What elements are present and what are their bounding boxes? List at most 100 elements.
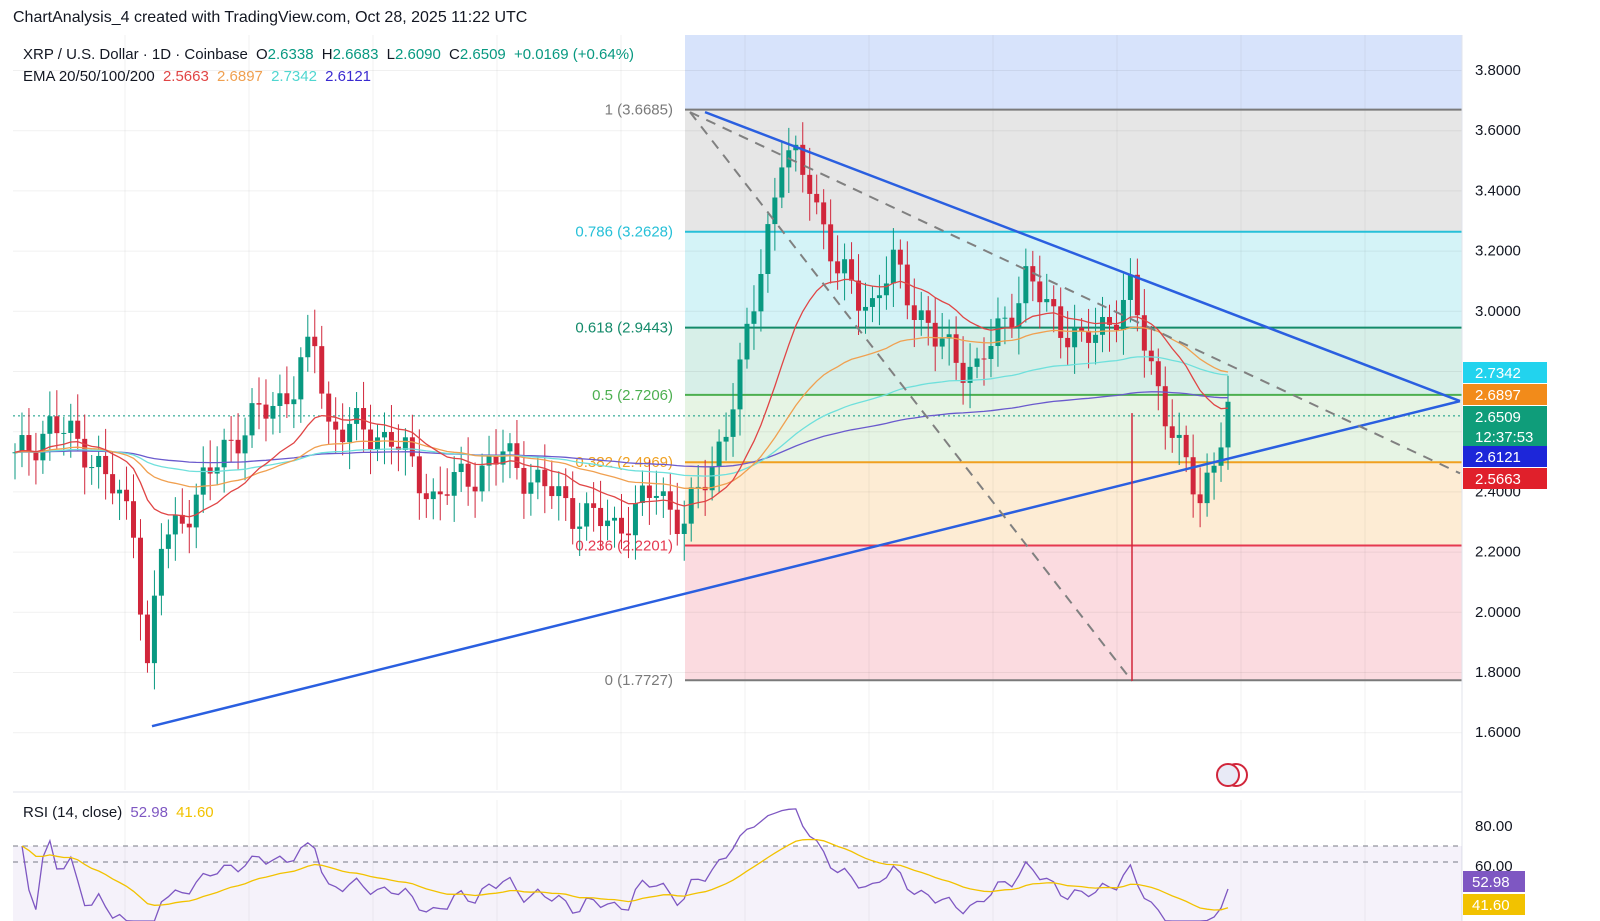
candle-body — [131, 501, 137, 538]
price-axis-tick: 2.0000 — [1475, 604, 1521, 621]
candle-body — [549, 486, 555, 497]
candle-body — [660, 491, 666, 496]
candle-body — [214, 467, 220, 474]
candle-body — [835, 261, 841, 274]
rsi-legend[interactable]: RSI (14, close) 52.98 41.60 — [23, 804, 218, 821]
candle-body — [744, 323, 750, 360]
candle-body — [521, 467, 527, 494]
price-tag-label: 2.5663 — [1475, 471, 1521, 488]
price-tag-box — [1463, 384, 1547, 405]
candle-body — [1016, 303, 1022, 329]
candle-body — [570, 498, 576, 529]
ema100-line — [14, 356, 1229, 477]
candle-body — [263, 404, 269, 419]
candle-body — [451, 472, 457, 496]
candle-body — [179, 514, 185, 524]
candle-body — [577, 526, 583, 529]
candle-body — [110, 474, 116, 494]
high-value: H2.6683 — [321, 46, 379, 63]
candle-body — [1218, 447, 1224, 466]
candle-body — [1155, 361, 1161, 387]
support-trendline — [151, 399, 1461, 728]
candle-body — [779, 167, 785, 198]
candle-body — [821, 202, 827, 225]
ema200-value: 2.6121 — [325, 68, 372, 85]
candle-body — [1141, 315, 1147, 351]
candle-body — [291, 399, 297, 405]
low-value: L2.6090 — [386, 46, 441, 63]
candle-body — [1051, 299, 1057, 307]
candle-body — [807, 174, 813, 194]
candle-body — [235, 439, 241, 454]
price-tag-box — [1463, 468, 1547, 489]
candle-body — [681, 523, 687, 534]
candle-body — [249, 403, 255, 436]
candle-body — [82, 438, 88, 468]
fib-zone — [685, 394, 1462, 463]
fib-level-label: 0.618 (2.9443) — [575, 320, 673, 337]
fib-level-label: 0 (1.7727) — [605, 672, 673, 689]
candle-body — [500, 451, 506, 465]
candle-body — [1079, 327, 1085, 331]
rsi-ma-value: 41.60 — [176, 804, 214, 821]
candle-body — [40, 433, 46, 461]
candle-body — [277, 393, 283, 406]
symbol-name[interactable]: XRP / U.S. Dollar · 1D · Coinbase — [23, 46, 248, 63]
candle-body — [1120, 299, 1126, 331]
candle-body — [988, 346, 994, 359]
candle-body — [200, 467, 206, 495]
price-axis-tick: 3.0000 — [1475, 303, 1521, 320]
candle-body — [946, 334, 952, 339]
candle-body — [981, 358, 987, 360]
candle-body — [1211, 465, 1217, 473]
candle-body — [584, 503, 590, 527]
candle-body — [765, 224, 771, 274]
candle-body — [33, 452, 39, 461]
fib-zone — [685, 231, 1462, 328]
candle-body — [856, 280, 862, 311]
candle-body — [409, 437, 415, 457]
candle-body — [361, 408, 367, 430]
candle-body — [270, 405, 276, 419]
candle-body — [1106, 317, 1112, 325]
price-tag-label: 2.6509 — [1475, 409, 1521, 426]
candle-body — [298, 357, 304, 400]
candle-body — [479, 465, 485, 492]
fib-level-label: 0.786 (3.2628) — [575, 224, 673, 241]
candle-body — [967, 366, 973, 383]
candle-body — [842, 259, 848, 274]
candle-body — [19, 435, 25, 453]
candle-body — [305, 336, 311, 358]
candle-body — [416, 456, 422, 494]
candle-body — [47, 416, 53, 434]
candle-body — [1169, 426, 1175, 438]
candle-body — [381, 432, 387, 438]
candle-body — [960, 362, 966, 383]
fib-level-label: 1 (3.6685) — [605, 102, 673, 119]
candle-body — [486, 456, 492, 466]
candle-body — [632, 503, 638, 536]
ema-legend[interactable]: EMA 20/50/100/200 2.5663 2.6897 2.7342 2… — [23, 68, 375, 85]
fib-zone — [685, 545, 1462, 681]
candle-body — [1197, 494, 1203, 504]
candle-body — [242, 435, 248, 454]
fib-level-label: 0.5 (2.7206) — [592, 387, 673, 404]
fib-level-label: 0.236 (2.2201) — [575, 538, 673, 555]
candle-body — [800, 144, 806, 175]
candle-body — [1086, 330, 1092, 343]
rsi-label: RSI (14, close) — [23, 804, 123, 821]
candle-body — [709, 466, 715, 491]
candle-body — [375, 437, 381, 450]
candle-body — [918, 310, 924, 320]
rsi-ma-tag — [1463, 894, 1525, 915]
rsi-ma-line — [21, 838, 1229, 911]
resistance-trendline — [704, 110, 1461, 403]
us-event-flag-icon — [1216, 763, 1240, 787]
rsi-ma-tag-label: 41.60 — [1472, 897, 1510, 914]
candle-body — [723, 436, 729, 442]
price-tag-box — [1463, 406, 1547, 427]
ema50-line — [14, 326, 1229, 489]
candle-body — [423, 493, 429, 500]
candle-body — [507, 443, 513, 452]
